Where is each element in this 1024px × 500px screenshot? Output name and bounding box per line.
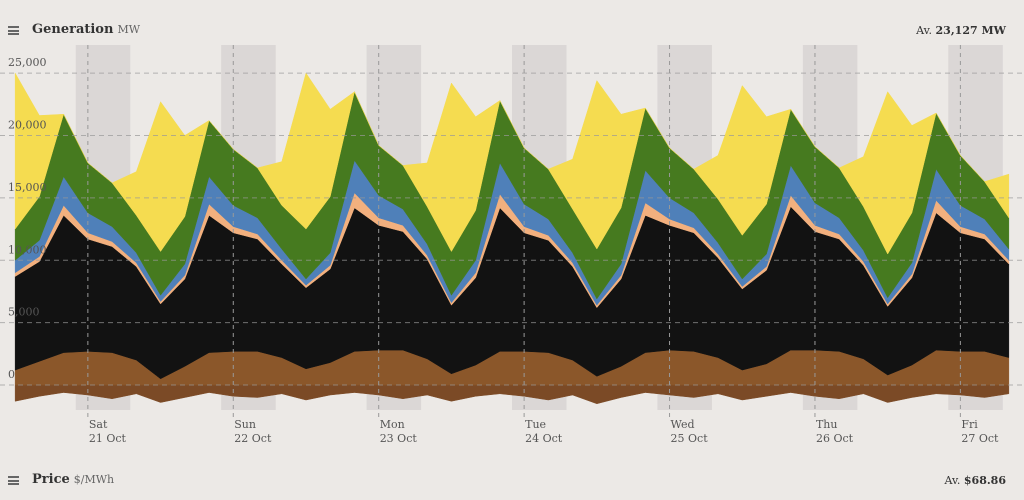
x-tick-label: Sun 22 Oct: [234, 418, 272, 445]
menu-icon[interactable]: [8, 26, 19, 35]
average-value: 23,127 MW: [935, 24, 1006, 37]
average-prefix: Av.: [944, 474, 961, 487]
area: [14, 384, 1010, 405]
price-header: Price $/MWh: [32, 472, 114, 487]
average-prefix: Av.: [916, 24, 933, 37]
menu-icon[interactable]: [8, 476, 19, 485]
x-tick-label: Thu 26 Oct: [815, 418, 854, 445]
y-tick-label: 20,000: [8, 118, 47, 131]
panel-header: Generation MW: [32, 22, 140, 37]
average: Av. 23,127 MW: [916, 24, 1006, 37]
price-average: Av. $68.86: [944, 474, 1006, 487]
average-value: $68.86: [963, 474, 1006, 487]
y-tick-label: 10,000: [8, 243, 47, 256]
x-tick-label: Tue 24 Oct: [525, 418, 563, 445]
panel-unit: MW: [117, 23, 141, 36]
price-unit: $/MWh: [73, 473, 115, 486]
x-tick-label: Sat 21 Oct: [88, 418, 126, 445]
x-tick-label: Mon 23 Oct: [379, 418, 417, 445]
y-tick-label: 15,000: [8, 181, 47, 194]
area: [14, 72, 1010, 255]
price-title: Price: [32, 472, 70, 487]
x-tick-label: Wed 25 Oct: [670, 418, 708, 445]
y-tick-label: 25,000: [8, 56, 47, 69]
y-tick-label: 5,000: [8, 306, 40, 319]
x-tick-label: Fri 27 Oct: [961, 418, 999, 445]
y-tick-label: 0: [8, 368, 15, 381]
panel-title: Generation: [32, 22, 114, 37]
